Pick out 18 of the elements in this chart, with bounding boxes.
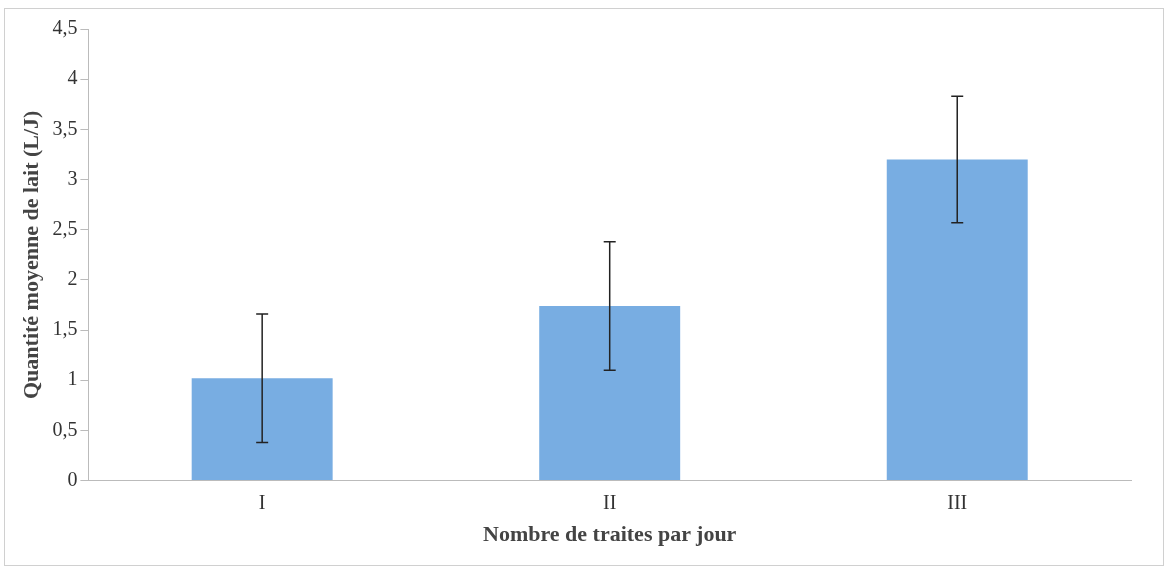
y-tick-label: 4 (67, 66, 78, 89)
y-tick-label: 1 (67, 367, 78, 390)
y-tick-label: 3,5 (52, 116, 78, 139)
x-tick-label: II (603, 490, 617, 513)
y-tick-label: 1,5 (52, 317, 78, 340)
bar (539, 305, 681, 481)
bar (886, 159, 1028, 481)
y-axis-title: Quantité moyenne de lait (L/J) (17, 110, 43, 400)
x-tick-label: I (258, 490, 266, 513)
y-tick-label: 3 (67, 166, 78, 189)
x-tick-label: III (947, 490, 968, 513)
bar (191, 378, 333, 481)
y-tick-label: 2 (67, 267, 78, 290)
y-tick-label: 2,5 (52, 216, 78, 239)
y-tick-label: 0 (67, 467, 78, 490)
y-tick-label: 4,5 (52, 16, 78, 39)
x-axis-title: Nombre de traites par jour (483, 521, 737, 547)
y-tick-label: 0,5 (52, 417, 78, 440)
